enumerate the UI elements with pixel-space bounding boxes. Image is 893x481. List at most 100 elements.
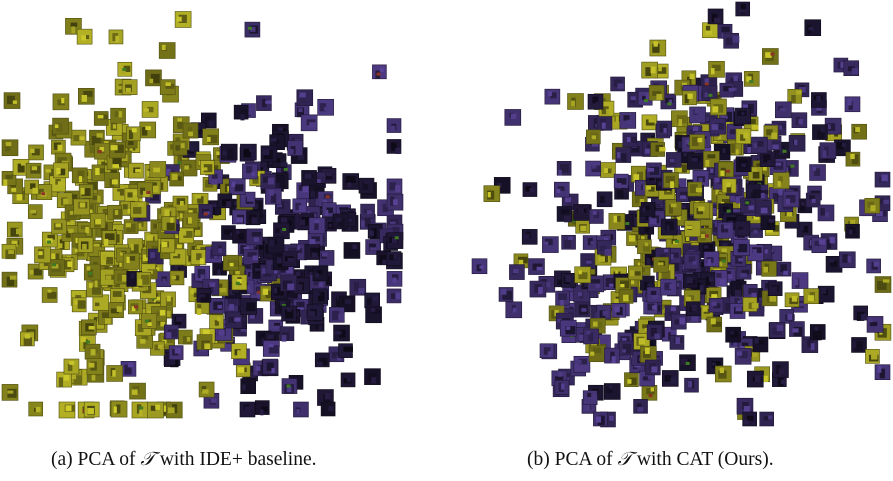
panel-b-thumbnail: [709, 117, 726, 135]
panel-a-thumbnail: [93, 111, 109, 126]
panel-a-thumbnail: [306, 304, 324, 321]
panel-a-thumbnail: [198, 381, 215, 398]
panel-b-thumbnail: [555, 290, 570, 307]
panel-b-thumbnail: [600, 162, 616, 178]
panel-b-thumbnail: [851, 123, 867, 140]
panel-a-thumbnail: [107, 204, 123, 220]
panel-b-thumbnail: [817, 285, 835, 303]
panel-a-thumbnail: [130, 201, 147, 219]
panel-b-thumbnail: [608, 213, 626, 230]
panel-b-thumbnail: [554, 181, 570, 198]
panel-b-thumbnail: [759, 411, 775, 427]
panel-a-thumbnail: [28, 401, 44, 417]
panel-a-thumbnail: [108, 302, 124, 318]
panel-a-thumbnail: [56, 371, 72, 388]
panel-a-thumbnail: [190, 249, 207, 265]
panel-a-thumbnail: [117, 61, 133, 77]
panel-a-thumbnail: [110, 400, 128, 418]
panel-b-thumbnail: [747, 244, 765, 262]
panel-b-thumbnail: [660, 93, 677, 110]
panel-b-thumbnail: [559, 319, 577, 337]
panel-b-thumbnail: [721, 178, 737, 194]
panel-b-thumbnail: [682, 90, 697, 106]
panel-a-thumbnail: [34, 246, 51, 264]
panel-b-thumbnail: [874, 276, 892, 293]
panel-a-thumbnail: [121, 79, 138, 95]
panel-b-thumbnail: [685, 301, 701, 317]
panel-a-thumbnail: [106, 365, 123, 382]
panel-b-thumbnail: [812, 124, 828, 140]
panel-b-thumbnail: [864, 197, 881, 214]
panel-b-thumbnail: [611, 303, 627, 318]
panel-a-thumbnail: [109, 288, 125, 303]
panel-b-thumbnail: [874, 171, 891, 188]
caption-a: (a) PCA of 𝒯 with IDE+ baseline.: [51, 447, 316, 472]
panel-b-thumbnail: [580, 253, 596, 269]
panel-a-thumbnail: [300, 114, 318, 132]
panel-a-thumbnail: [81, 319, 97, 336]
panel-b-thumbnail: [801, 336, 819, 353]
panel-b-thumbnail: [483, 185, 501, 202]
panel-a-thumbnail: [25, 162, 42, 179]
scatter-plot-a: [1, 11, 404, 419]
panel-b-thumbnail: [583, 328, 599, 345]
panel-a-thumbnail: [329, 307, 345, 323]
panel-a-thumbnail: [317, 99, 334, 116]
panel-b-thumbnail: [811, 237, 828, 254]
panel-b-thumbnail: [528, 258, 545, 275]
panel-b-thumbnail: [844, 96, 861, 113]
panel-b-thumbnail: [719, 82, 735, 98]
panel-a-thumbnail: [124, 188, 140, 203]
panel-a-thumbnail: [311, 288, 328, 305]
panel-a-thumbnail: [262, 358, 279, 375]
panel-b-thumbnail: [539, 343, 555, 359]
panel-b-thumbnail: [707, 8, 724, 25]
panel-a-thumbnail: [63, 358, 80, 375]
panel-a-thumbnail: [296, 89, 314, 106]
panel-b-thumbnail: [845, 223, 860, 239]
panel-a-thumbnail: [83, 263, 101, 281]
panel-a-thumbnail: [41, 287, 58, 303]
panel-b-thumbnail: [671, 313, 687, 330]
panel-b-thumbnail: [746, 370, 764, 388]
panel-b-thumbnail: [646, 324, 663, 340]
panel-a-thumbnail: [169, 171, 184, 187]
panel-b-thumbnail: [626, 231, 641, 246]
panel-a-thumbnail: [78, 87, 95, 105]
panel-a-thumbnail: [76, 28, 93, 45]
panel-b-thumbnail: [669, 335, 685, 350]
panel-b-thumbnail: [665, 199, 682, 217]
panel-b-thumbnail: [588, 345, 606, 363]
panel-b-thumbnail: [561, 273, 576, 288]
panel-a-thumbnail: [386, 271, 403, 287]
panel-b-thumbnail: [542, 236, 559, 253]
panel-b-thumbnail: [805, 192, 821, 208]
panel-b-thumbnail: [714, 365, 732, 383]
panel-b-thumbnail: [648, 84, 665, 101]
panel-b-thumbnail: [759, 151, 776, 167]
panel-a-thumbnail: [24, 179, 40, 195]
panel-a-thumbnail: [196, 334, 213, 350]
panel-a-thumbnail: [243, 249, 259, 265]
panel-a-thumbnail: [53, 162, 69, 179]
panel-b-thumbnail: [649, 39, 667, 57]
panel-a-thumbnail: [163, 324, 179, 340]
panel-a-thumbnail: [209, 314, 224, 330]
panel-a-thumbnail: [338, 343, 353, 358]
panel-a-thumbnail: [145, 69, 162, 87]
panel-a-thumbnail: [358, 177, 375, 194]
panel-b-thumbnail: [708, 297, 724, 313]
panel-b-thumbnail: [567, 93, 584, 110]
panel-b-thumbnail: [663, 172, 679, 189]
panel-a-thumbnail: [83, 401, 100, 418]
panel-a-thumbnail: [262, 340, 280, 357]
panel-a-thumbnail: [120, 361, 137, 377]
panel-b-thumbnail: [824, 117, 842, 135]
panel-a-thumbnail: [386, 288, 402, 304]
panel-b-thumbnail: [734, 348, 752, 365]
panel-a-thumbnail: [202, 128, 219, 146]
panel-b-thumbnail: [693, 202, 711, 219]
panel-a-thumbnail: [20, 331, 35, 347]
panel-a-thumbnail: [209, 298, 226, 314]
panel-a-thumbnail: [104, 172, 121, 188]
